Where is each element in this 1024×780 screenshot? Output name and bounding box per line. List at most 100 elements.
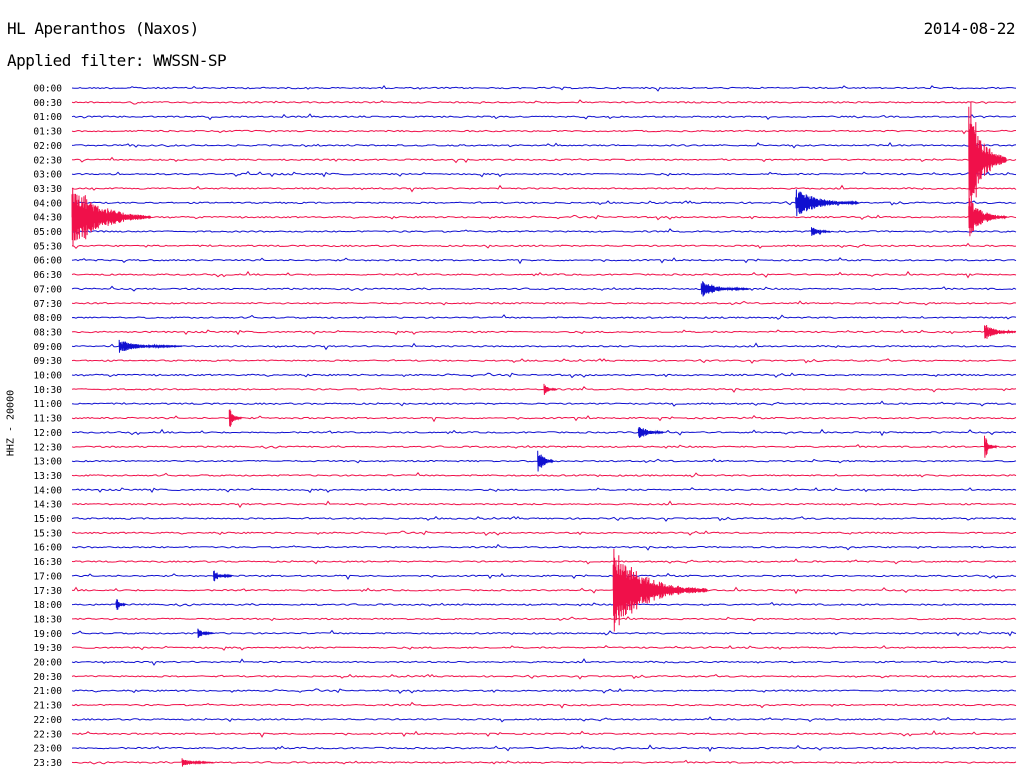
row-time-label: 18:30 — [33, 614, 62, 625]
row-time-label: 19:00 — [33, 629, 62, 640]
row-time-label: 19:30 — [33, 643, 62, 654]
row-time-label: 21:30 — [33, 701, 62, 712]
row-time-label: 07:30 — [33, 299, 62, 310]
row-time-label: 21:00 — [33, 686, 62, 697]
row-time-label: 09:00 — [33, 342, 62, 353]
trace-line — [71, 170, 1017, 178]
trace-line — [71, 744, 1017, 753]
row-time-label: 04:00 — [33, 198, 62, 209]
row-time-label: 01:30 — [33, 127, 62, 138]
row-time-label: 11:00 — [33, 399, 62, 410]
trace-line — [71, 558, 1017, 565]
trace-line — [71, 156, 1017, 164]
record-date: 2014-08-22 — [923, 19, 1016, 38]
trace-line — [71, 142, 1017, 149]
row-time-label: 20:30 — [33, 672, 62, 683]
trace-line — [72, 487, 1017, 494]
trace-line — [71, 200, 1017, 207]
trace-line — [71, 270, 1017, 279]
seismic-event — [984, 435, 998, 458]
trace-line — [71, 129, 1017, 135]
filter-label: Applied filter: WWSSN-SP — [7, 51, 227, 70]
trace-line — [71, 701, 1017, 709]
row-time-label: 00:30 — [33, 98, 62, 109]
seismic-event — [984, 324, 1017, 339]
seismic-event — [612, 548, 708, 632]
row-time-label: 23:30 — [33, 758, 62, 769]
trace-line — [71, 444, 1017, 449]
row-time-label: 05:30 — [33, 241, 62, 252]
row-time-label: 04:30 — [33, 213, 62, 224]
seismic-event — [213, 570, 233, 582]
row-time-label: 14:30 — [33, 500, 62, 511]
trace-line — [71, 759, 1017, 765]
row-time-label: 09:30 — [33, 356, 62, 367]
trace-line — [71, 84, 1017, 92]
seismic-event — [968, 198, 1007, 237]
row-time-label: 17:00 — [33, 571, 62, 582]
seismic-event — [115, 599, 126, 610]
row-time-label: 06:30 — [33, 270, 62, 281]
row-time-label: 14:00 — [33, 485, 62, 496]
trace-line — [71, 716, 1016, 723]
seismic-event — [71, 187, 152, 247]
trace-line — [71, 515, 1017, 522]
seismic-event — [637, 426, 664, 438]
row-time-label: 07:00 — [33, 284, 62, 295]
trace-line — [71, 586, 1017, 595]
trace-line — [71, 601, 1017, 607]
row-time-label: 20:00 — [33, 658, 62, 669]
seismic-event — [795, 189, 859, 217]
trace-line — [71, 500, 1017, 509]
trace-line — [71, 214, 1017, 221]
row-time-label: 08:00 — [33, 313, 62, 324]
trace-line — [71, 113, 1017, 121]
row-time-label: 22:00 — [33, 715, 62, 726]
seismic-event — [537, 450, 554, 472]
row-time-label: 03:30 — [33, 184, 62, 195]
trace-line — [71, 358, 1016, 364]
trace-line — [71, 314, 1017, 320]
trace-line — [71, 688, 1017, 694]
row-time-label: 22:30 — [33, 729, 62, 740]
trace-line — [71, 428, 1017, 437]
row-time-label: 06:00 — [33, 256, 62, 267]
row-time-label: 12:00 — [33, 428, 62, 439]
trace-line — [71, 543, 1016, 551]
row-time-label: 12:30 — [33, 442, 62, 453]
trace-line — [71, 414, 1017, 423]
row-time-label: 17:30 — [33, 586, 62, 597]
row-time-label: 10:30 — [33, 385, 62, 396]
trace-line — [72, 616, 1017, 622]
trace-line — [71, 400, 1016, 407]
trace-line — [71, 673, 1017, 680]
row-time-label: 15:00 — [33, 514, 62, 525]
seismic-event — [197, 628, 214, 639]
trace-line — [71, 342, 1017, 351]
seismic-event — [118, 339, 183, 353]
seismic-event — [181, 758, 214, 767]
trace-line — [71, 658, 1017, 666]
row-time-label: 03:00 — [33, 170, 62, 181]
seismic-event — [968, 102, 1007, 218]
row-time-label: 00:00 — [33, 84, 62, 95]
trace-line — [71, 530, 1016, 537]
trace-line — [71, 645, 1017, 651]
row-time-label: 18:00 — [33, 600, 62, 611]
trace-line — [71, 329, 1017, 336]
row-time-label: 02:30 — [33, 155, 62, 166]
row-time-label: 16:00 — [33, 543, 62, 554]
trace-line — [71, 228, 1017, 236]
trace-line — [71, 372, 1017, 379]
row-time-label: 02:00 — [33, 141, 62, 152]
row-time-label: 08:30 — [33, 327, 62, 338]
trace-line — [71, 99, 1016, 105]
station-title: HL Aperanthos (Naxos) — [7, 19, 199, 38]
trace-line — [71, 242, 1017, 250]
row-time-label: 13:00 — [33, 457, 62, 468]
seismic-event — [228, 409, 243, 427]
trace-line — [71, 629, 1017, 637]
row-time-label: 10:00 — [33, 371, 62, 382]
seismic-event — [700, 281, 749, 297]
